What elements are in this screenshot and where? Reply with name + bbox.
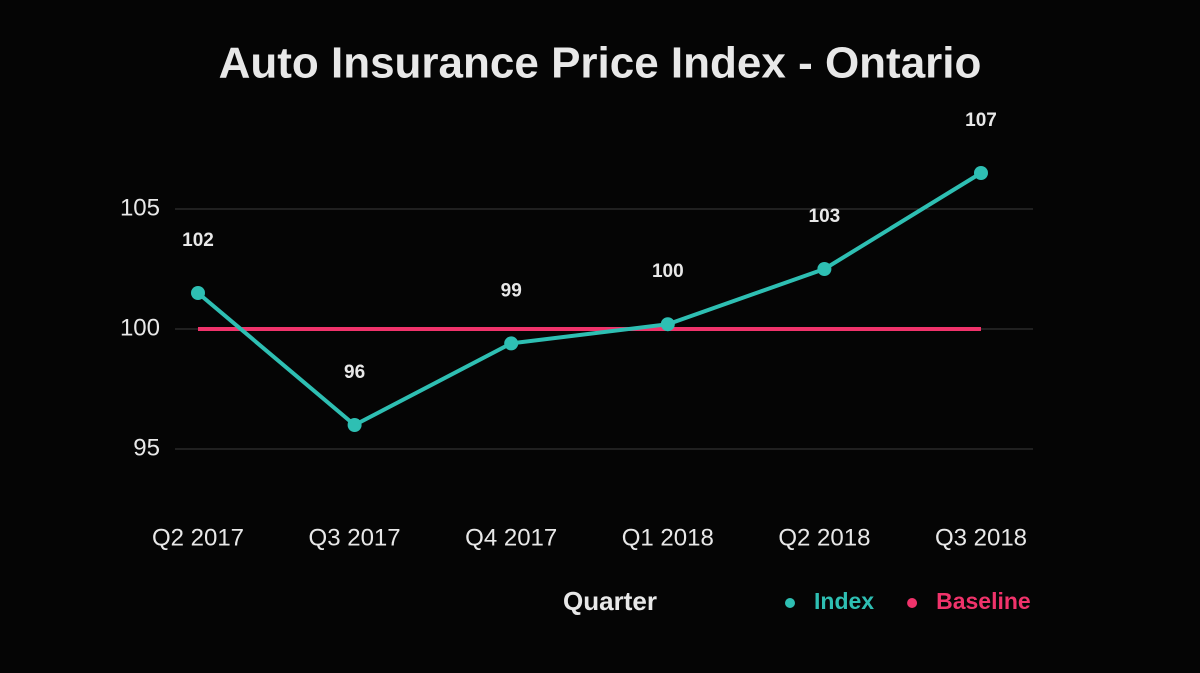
x-tick-label: Q4 2017 <box>465 524 557 551</box>
x-tick-label: Q1 2018 <box>622 524 714 551</box>
data-label: 96 <box>344 362 365 383</box>
point <box>974 166 988 180</box>
x-tick-label: Q3 2017 <box>309 524 401 551</box>
point <box>660 317 675 332</box>
point <box>817 262 832 276</box>
x-tick-label: Q2 2017 <box>152 524 244 551</box>
data-label: 99 <box>501 280 522 301</box>
x-tick-label: Q2 2018 <box>778 524 870 551</box>
series-line <box>196 171 983 427</box>
point <box>504 336 519 351</box>
legend-marker <box>785 598 795 608</box>
y-tick-label: 105 <box>120 194 160 221</box>
legend-label: Index <box>814 588 874 614</box>
x-axis-label: Quarter <box>563 586 657 616</box>
data-label: 100 <box>652 261 684 282</box>
data-label: 103 <box>809 206 841 227</box>
y-tick-label: 95 <box>133 434 160 461</box>
chart-title: Auto Insurance Price Index - Ontario <box>219 39 982 88</box>
legend-marker <box>907 598 918 608</box>
x-tick-label: Q3 2018 <box>935 524 1027 551</box>
point <box>191 286 205 300</box>
point <box>347 418 362 432</box>
data-label: 102 <box>182 230 214 251</box>
y-tick-label: 100 <box>120 314 160 341</box>
legend-label: Baseline <box>936 588 1031 614</box>
data-label: 107 <box>965 110 997 131</box>
